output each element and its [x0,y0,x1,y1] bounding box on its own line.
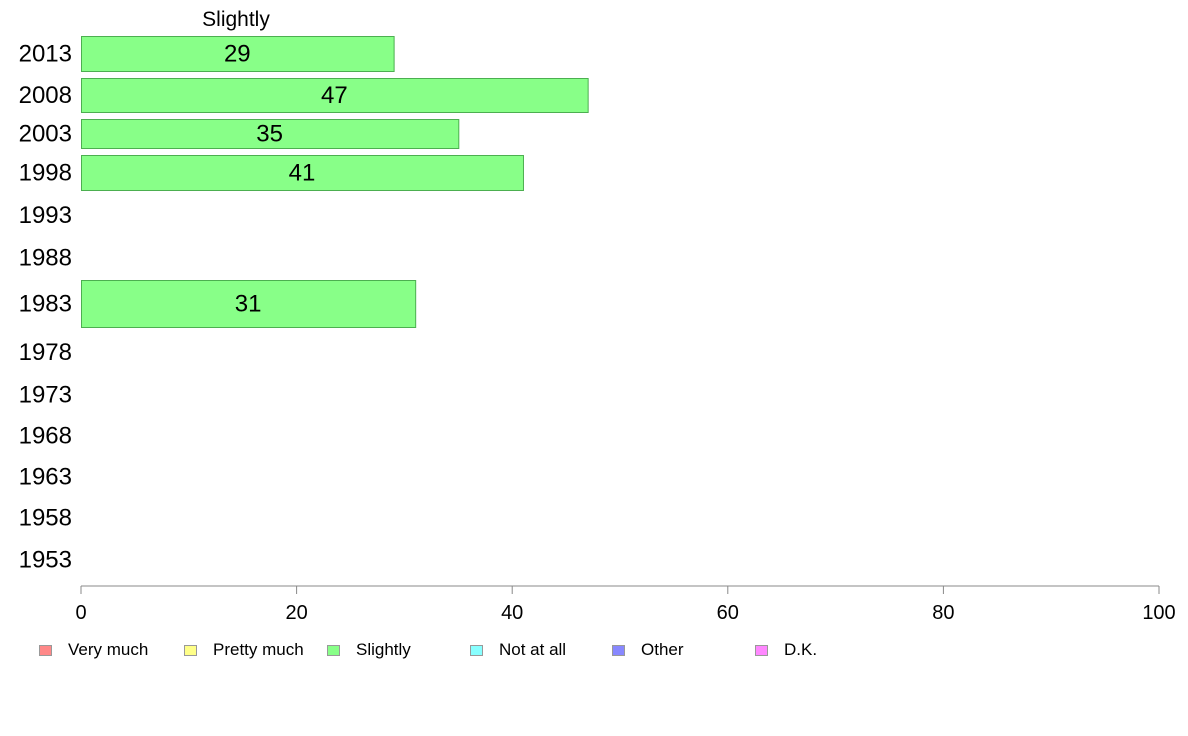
legend-swatch [755,644,768,656]
legend-swatch [612,644,625,656]
bar-value-label: 29 [224,41,251,68]
bar [81,36,395,72]
x-tick-label: 100 [1142,602,1175,624]
legend-label: Slightly [356,640,411,659]
x-tick-label: 60 [717,602,739,624]
bar [81,78,589,113]
legend-label: Not at all [499,640,567,659]
legend-label: Very much [68,640,149,659]
bar [81,155,524,191]
y-tick-label: 1993 [19,202,72,229]
y-tick-label: 1968 [19,423,72,450]
y-tick-label: 2013 [19,41,72,68]
y-tick-label: 1998 [19,160,72,187]
bar [81,280,417,328]
y-tick-label: 1963 [19,464,72,491]
legend-item: D.K. [755,638,817,662]
y-tick-label: 1988 [19,245,72,272]
chart-title: Slightly [202,8,270,31]
legend: Very much Pretty much Slightly Not at all Ot… [0,638,1188,662]
legend-label: Pretty much [213,640,304,659]
y-tick-label: 2003 [19,121,72,148]
legend-item: Very much [39,638,148,662]
y-tick-label: 2008 [19,82,72,109]
legend-item: Not at all [470,638,566,662]
legend-item: Other [612,638,684,662]
legend-label: D.K. [784,640,818,659]
legend-swatch [470,644,483,656]
legend-label: Other [641,640,684,659]
bar-value-label: 35 [256,121,283,148]
x-tick-label: 0 [75,602,86,624]
legend-swatch [327,644,340,656]
bar [81,119,460,149]
legend-swatch [184,644,197,656]
y-tick-label: 1983 [19,291,72,318]
legend-item: Pretty much [184,638,304,662]
y-tick-label: 1973 [19,382,72,409]
legend-item: Slightly [327,638,411,662]
y-tick-label: 1978 [19,339,72,366]
bar-value-label: 41 [289,160,316,187]
x-tick-label: 80 [932,602,954,624]
bar-value-label: 31 [235,291,262,318]
x-tick-label: 40 [501,602,523,624]
bar-value-label: 47 [321,82,348,109]
y-tick-label: 1953 [19,547,72,574]
x-tick-label: 20 [285,602,307,624]
y-tick-label: 1958 [19,505,72,532]
legend-swatch [39,644,52,656]
